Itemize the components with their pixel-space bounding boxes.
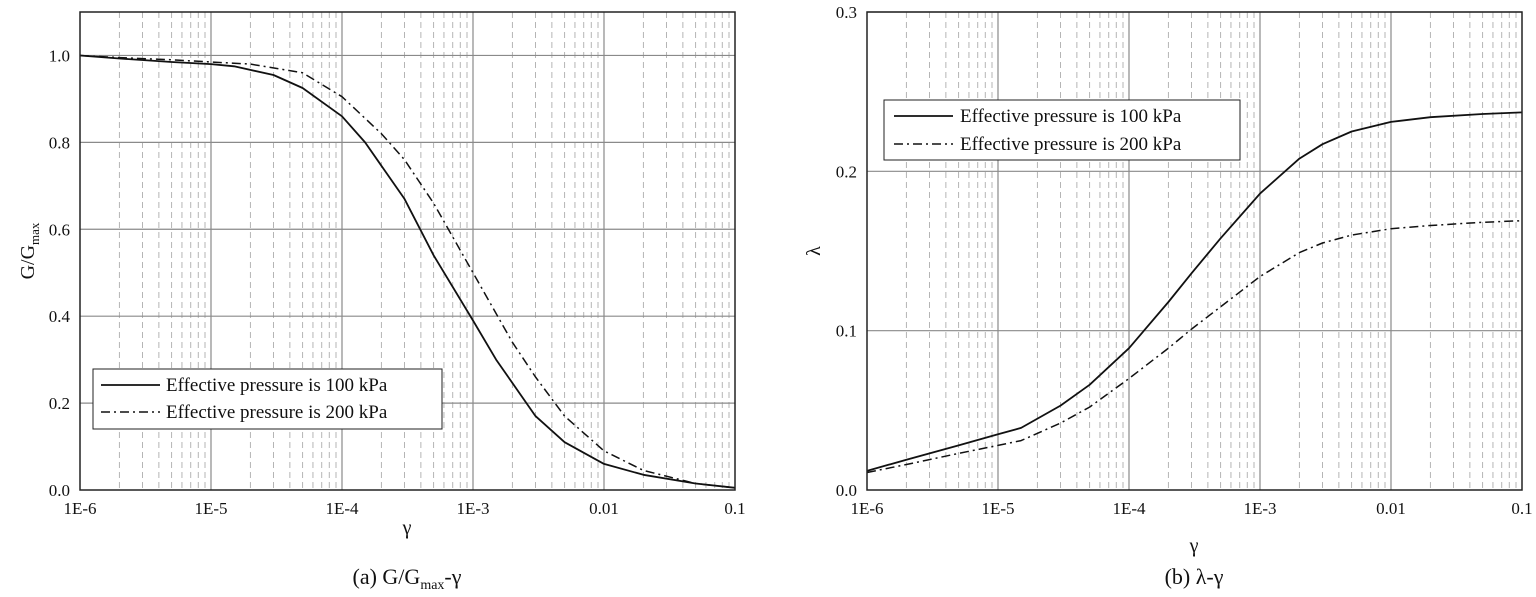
x-tick-labels-b: 1E-6 1E-5 1E-4 1E-3 0.01 0.1 bbox=[850, 499, 1532, 518]
caption-a: (a) G/Gmax-γ bbox=[353, 564, 462, 593]
legend-b-label-0: Effective pressure is 100 kPa bbox=[960, 106, 1182, 127]
x-tick-labels-a: 1E-6 1E-5 1E-4 1E-3 0.01 0.1 bbox=[63, 499, 745, 518]
y-tick-label: 0.0 bbox=[49, 481, 70, 500]
legend-a-label-1: Effective pressure is 200 kPa bbox=[166, 402, 388, 423]
y-tick-labels-a: 0.0 0.2 0.4 0.6 0.8 1.0 bbox=[49, 46, 71, 500]
x-tick-label: 1E-4 bbox=[325, 499, 359, 518]
x-tick-label: 0.1 bbox=[1511, 499, 1532, 518]
x-tick-label: 1E-6 bbox=[63, 499, 96, 518]
x-axis-label-a: γ bbox=[402, 517, 412, 539]
series-line-1 bbox=[866, 219, 1523, 474]
y-tick-label: 0.0 bbox=[836, 481, 857, 500]
y-tick-label: 0.1 bbox=[836, 322, 857, 341]
series-a bbox=[79, 54, 736, 489]
grid-a bbox=[80, 12, 735, 490]
y-axis-label-b: λ bbox=[803, 246, 825, 256]
x-tick-label: 1E-3 bbox=[1243, 499, 1276, 518]
series-line-0 bbox=[79, 54, 736, 489]
legend-a: Effective pressure is 100 kPa Effective … bbox=[92, 368, 443, 430]
legend-b: Effective pressure is 100 kPa Effective … bbox=[883, 99, 1241, 161]
x-tick-label: 0.01 bbox=[589, 499, 619, 518]
y-axis-label-a-main: G/G bbox=[17, 245, 39, 279]
x-tick-label: 0.01 bbox=[1376, 499, 1406, 518]
x-tick-label: 1E-5 bbox=[981, 499, 1014, 518]
plot-frame-a bbox=[79, 11, 736, 491]
y-tick-label: 0.8 bbox=[49, 133, 70, 152]
legend-b-label-1: Effective pressure is 200 kPa bbox=[960, 134, 1182, 155]
y-tick-label: 0.2 bbox=[836, 162, 857, 181]
x-tick-label: 1E-6 bbox=[850, 499, 883, 518]
y-tick-label: 0.4 bbox=[49, 307, 71, 326]
caption-a-prefix: (a) G/G bbox=[353, 564, 421, 589]
y-tick-label: 0.6 bbox=[49, 220, 70, 239]
caption-a-suffix: -γ bbox=[444, 564, 461, 589]
legend-a-box bbox=[92, 368, 443, 430]
y-axis-label-a: G/Gmax bbox=[17, 222, 42, 279]
caption-a-sub: max bbox=[420, 578, 444, 593]
series-line-1 bbox=[79, 54, 736, 489]
legend-b-box bbox=[883, 99, 1241, 161]
y-tick-label: 0.3 bbox=[836, 3, 857, 22]
plot-area-b bbox=[867, 12, 1522, 490]
y-tick-labels-b: 0.0 0.1 0.2 0.3 bbox=[836, 3, 857, 500]
series-line-0 bbox=[866, 111, 1523, 472]
x-tick-label: 1E-4 bbox=[1112, 499, 1146, 518]
y-tick-label: 0.2 bbox=[49, 394, 70, 413]
y-axis-label-a-sub: max bbox=[27, 222, 42, 245]
x-tick-label: 0.1 bbox=[724, 499, 745, 518]
x-axis-label-b: γ bbox=[1189, 535, 1199, 557]
legend-a-label-0: Effective pressure is 100 kPa bbox=[166, 375, 388, 396]
x-tick-label: 1E-3 bbox=[456, 499, 489, 518]
plot-frame-b bbox=[866, 11, 1523, 491]
caption-b: (b) λ-γ bbox=[1165, 564, 1224, 589]
chart-b: 1E-6 1E-5 1E-4 1E-3 0.01 0.1 0.0 0.1 0.2 0.3 γ λ… bbox=[803, 3, 1533, 589]
y-tick-label: 1.0 bbox=[49, 46, 70, 65]
chart-a: 1E-6 1E-5 1E-4 1E-3 0.01 0.1 0.0 0.2 0.4 0.6 0.8 1… bbox=[17, 11, 746, 593]
x-tick-label: 1E-5 bbox=[194, 499, 227, 518]
series-b bbox=[866, 111, 1523, 474]
